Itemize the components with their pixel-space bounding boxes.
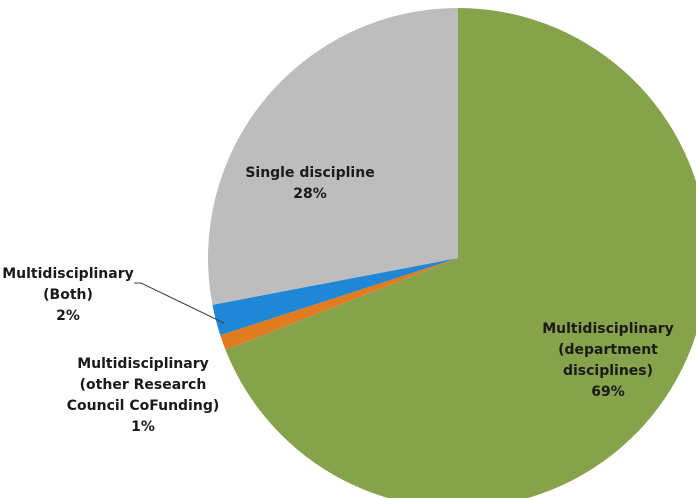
- slice-label-line: (other Research: [80, 377, 207, 393]
- slice-label-multidisciplinary-both: Multidisciplinary (Both) 2%: [2, 266, 134, 324]
- slice-label-line: (Both): [43, 287, 93, 303]
- slice-value-single-discipline: 28%: [293, 186, 327, 202]
- slice-label-line: Single discipline: [245, 165, 374, 181]
- slice-label-line: Multidisciplinary: [542, 321, 674, 337]
- slice-label-multidisciplinary-other-research-council: Multidisciplinary (other Research Council …: [67, 356, 220, 435]
- slice-labels: Multidisciplinary (department disciplines)…: [2, 165, 674, 435]
- slice-label-line: Council CoFunding): [67, 398, 220, 414]
- leader-lines: [134, 282, 225, 324]
- pie-slice-single-discipline: [208, 8, 458, 305]
- pie-slice-multidisciplinary-department: [225, 8, 696, 498]
- pie-slice-multidisciplinary-other-research-council: [220, 258, 458, 351]
- slice-value-multidisciplinary-department: 69%: [591, 384, 625, 400]
- slice-label-multidisciplinary-department: Multidisciplinary (department disciplines)…: [542, 321, 674, 400]
- pie-slice-multidisciplinary-both: [212, 258, 458, 336]
- slice-label-line: disciplines): [563, 363, 653, 379]
- slice-label-line: Multidisciplinary: [77, 356, 209, 372]
- slice-label-line: (department: [558, 342, 658, 358]
- slice-label-single-discipline: Single discipline 28%: [245, 165, 374, 202]
- pie-slices: [208, 8, 696, 498]
- leader-line-multidisciplinary-both: [134, 282, 225, 324]
- slice-value-multidisciplinary-both: 2%: [56, 308, 80, 324]
- slice-value-multidisciplinary-other-research-council: 1%: [131, 419, 155, 435]
- slice-label-line: Multidisciplinary: [2, 266, 134, 282]
